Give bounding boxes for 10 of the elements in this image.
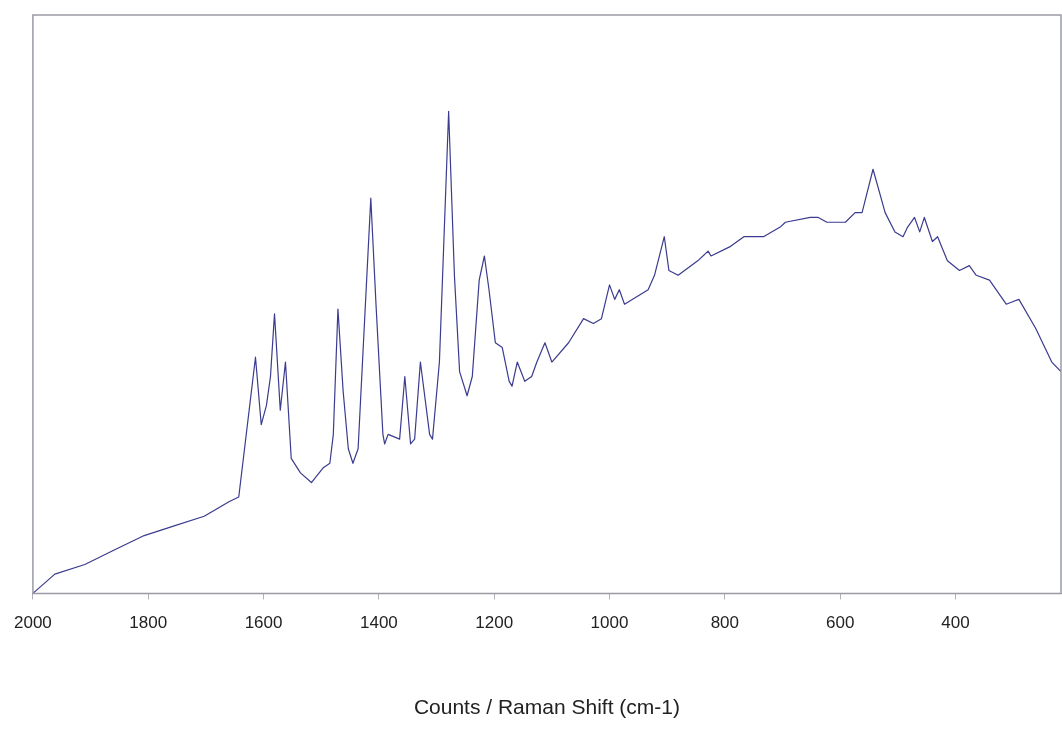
- x-tick-label: 1600: [244, 613, 283, 633]
- x-tick-label: 1000: [590, 613, 629, 633]
- x-tick-label: 800: [710, 613, 740, 633]
- x-tick-label: 2000: [14, 613, 52, 633]
- x-tick-label: 1200: [475, 613, 514, 633]
- x-tick-label: 1400: [359, 613, 398, 633]
- x-tick-label: 400: [941, 613, 970, 633]
- x-tick-label: 600: [825, 613, 855, 633]
- x-tick-label: 1800: [129, 613, 168, 633]
- x-axis-title: Counts / Raman Shift (cm-1): [413, 695, 680, 719]
